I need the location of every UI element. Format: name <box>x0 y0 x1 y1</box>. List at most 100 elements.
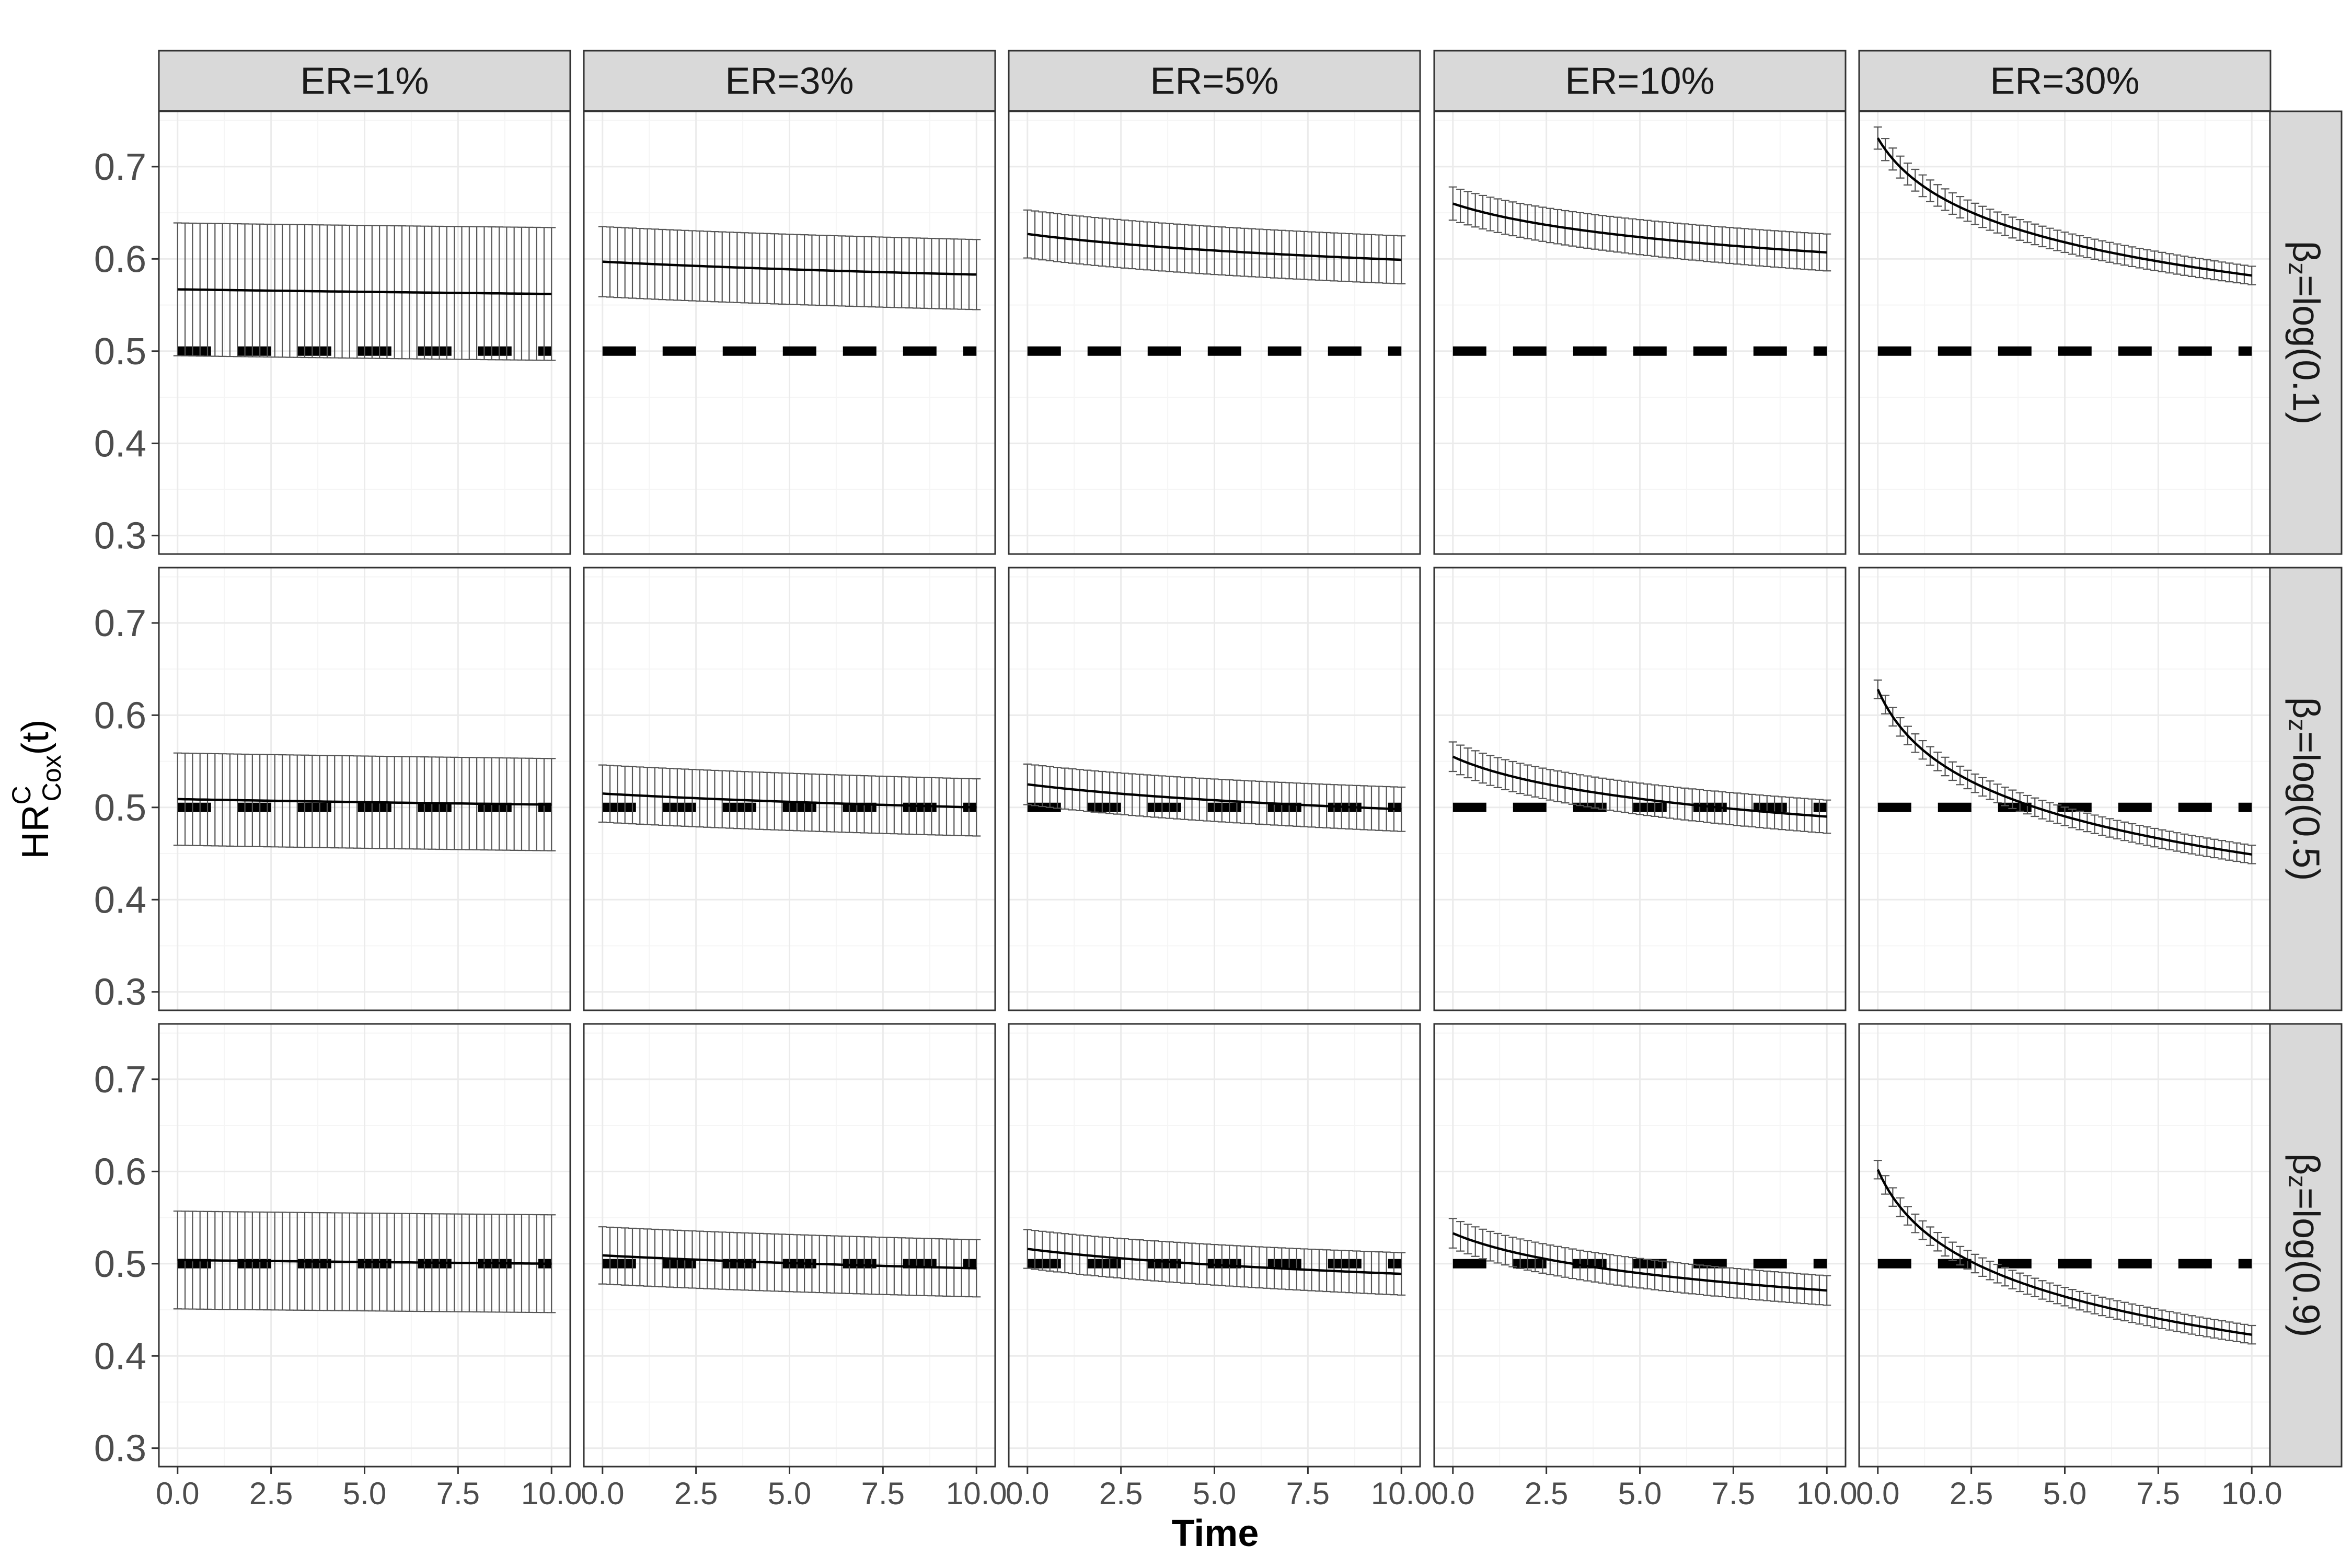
panel <box>583 567 996 1011</box>
estimate-line <box>602 1254 977 1270</box>
column-strip-label: ER=1% <box>300 61 429 102</box>
x-tick-label: 2.5 <box>1950 1476 1993 1511</box>
column-strip: ER=10% <box>1433 50 1847 112</box>
y-tick-label: 0.7 <box>94 603 146 644</box>
panel <box>1858 567 2272 1011</box>
row-strip-label: βz=log(0.5) <box>2284 697 2327 881</box>
x-tick-label: 10.0 <box>1796 1476 1858 1511</box>
y-axis-title: HRCCox(t) <box>7 720 66 859</box>
x-tick-label: 2.5 <box>674 1476 718 1511</box>
y-tick-label: 0.3 <box>94 972 146 1013</box>
estimate-line <box>1027 783 1402 811</box>
y-tick-label: 0.6 <box>94 1151 146 1193</box>
y-tick-label: 0.3 <box>94 515 146 557</box>
estimate-line <box>1452 755 1827 818</box>
panel <box>158 567 571 1011</box>
y-tick-label: 0.3 <box>94 1428 146 1470</box>
column-strip-background <box>1858 50 2272 112</box>
estimate-line <box>1027 233 1402 261</box>
estimate-line <box>1876 688 2252 856</box>
panel <box>158 1023 571 1468</box>
column-strip-label: ER=3% <box>725 61 854 102</box>
x-tick-label: 5.0 <box>1193 1476 1236 1511</box>
y-axis-title-text: HRCCox(t) <box>7 720 66 859</box>
estimate-line <box>1876 137 2252 277</box>
x-tick-label: 7.5 <box>861 1476 905 1511</box>
x-tick-label: 0.0 <box>1431 1476 1474 1511</box>
y-tick-label: 0.4 <box>94 423 146 465</box>
panel <box>1433 1023 1847 1468</box>
x-tick-label: 10.0 <box>2221 1476 2282 1511</box>
row-strip-label: βz=log(0.9) <box>2284 1154 2327 1338</box>
estimate-line <box>177 1259 552 1265</box>
estimate-line <box>177 798 552 806</box>
strips-layer: ER=1% ER=3% ER=5% ER=10% ER=30% βz=log(0.1) βz… <box>158 50 2343 1468</box>
column-strip: ER=3% <box>583 50 996 112</box>
column-strip-label: ER=30% <box>1990 61 2139 102</box>
x-tick-label: 2.5 <box>249 1476 293 1511</box>
row-strip: βz=log(0.1) <box>2269 110 2343 555</box>
x-tick-label: 5.0 <box>1618 1476 1662 1511</box>
estimate-line <box>1027 1248 1402 1275</box>
x-tick-label: 10.0 <box>946 1476 1007 1511</box>
panel <box>1008 110 1421 555</box>
y-tick-label: 0.7 <box>94 1059 146 1101</box>
y-tick-label: 0.4 <box>94 879 146 921</box>
panel-border <box>1008 567 1421 1011</box>
panel <box>1858 110 2272 555</box>
x-tick-label: 2.5 <box>1099 1476 1143 1511</box>
y-tick-label: 0.6 <box>94 238 146 280</box>
x-tick-label: 0.0 <box>1006 1476 1049 1511</box>
panel <box>1433 110 1847 555</box>
x-axis-title: Time <box>1172 1513 1259 1554</box>
row-strip: βz=log(0.9) <box>2269 1023 2343 1468</box>
column-strip: ER=5% <box>1008 50 1421 112</box>
column-strip-background <box>158 50 571 112</box>
y-tick-label: 0.5 <box>94 1243 146 1285</box>
column-strip-label: ER=10% <box>1565 61 1714 102</box>
x-tick-label: 5.0 <box>768 1476 811 1511</box>
x-tick-label: 5.0 <box>343 1476 386 1511</box>
x-tick-label: 7.5 <box>1712 1476 1755 1511</box>
y-tick-label: 0.5 <box>94 331 146 373</box>
estimate-line <box>1452 202 1827 254</box>
panel <box>1008 567 1421 1011</box>
column-strip: ER=30% <box>1858 50 2272 112</box>
row-strip-background <box>2269 567 2343 1011</box>
estimate-line <box>1452 1232 1827 1292</box>
row-strip-background <box>2269 1023 2343 1468</box>
axes-layer: 0.3 0.4 0.5 0.6 0.7 0.3 0.4 0.5 0.6 0.7 0.3 0.4 0.5 0… <box>94 146 2282 1511</box>
x-tick-label: 0.0 <box>581 1476 624 1511</box>
x-tick-label: 2.5 <box>1525 1476 1568 1511</box>
estimate-line <box>1876 1169 2252 1336</box>
estimate-line <box>602 260 977 276</box>
panel-border <box>1433 567 1847 1011</box>
row-strip-background <box>2269 110 2343 555</box>
panel <box>158 110 571 555</box>
x-tick-label: 7.5 <box>436 1476 480 1511</box>
panel <box>1858 1023 2272 1468</box>
estimate-line <box>177 288 552 295</box>
x-tick-label: 7.5 <box>1286 1476 1330 1511</box>
column-strip-label: ER=5% <box>1150 61 1278 102</box>
column-strip: ER=1% <box>158 50 571 112</box>
x-tick-label: 10.0 <box>521 1476 582 1511</box>
y-tick-label: 0.6 <box>94 695 146 736</box>
panels-layer <box>158 110 2272 1468</box>
y-tick-label: 0.4 <box>94 1335 146 1377</box>
panel <box>583 1023 996 1468</box>
column-strip-background <box>1008 50 1421 112</box>
y-tick-label: 0.7 <box>94 146 146 188</box>
panel-border <box>583 567 996 1011</box>
x-tick-label: 5.0 <box>2043 1476 2086 1511</box>
column-strip-background <box>1433 50 1847 112</box>
x-tick-label: 7.5 <box>2137 1476 2180 1511</box>
row-strip-label: βz=log(0.1) <box>2284 241 2327 425</box>
panel <box>1008 1023 1421 1468</box>
y-tick-label: 0.5 <box>94 787 146 829</box>
panel <box>1433 567 1847 1011</box>
row-strip: βz=log(0.5) <box>2269 567 2343 1011</box>
x-tick-label: 0.0 <box>1856 1476 1899 1511</box>
column-strip-background <box>583 50 996 112</box>
